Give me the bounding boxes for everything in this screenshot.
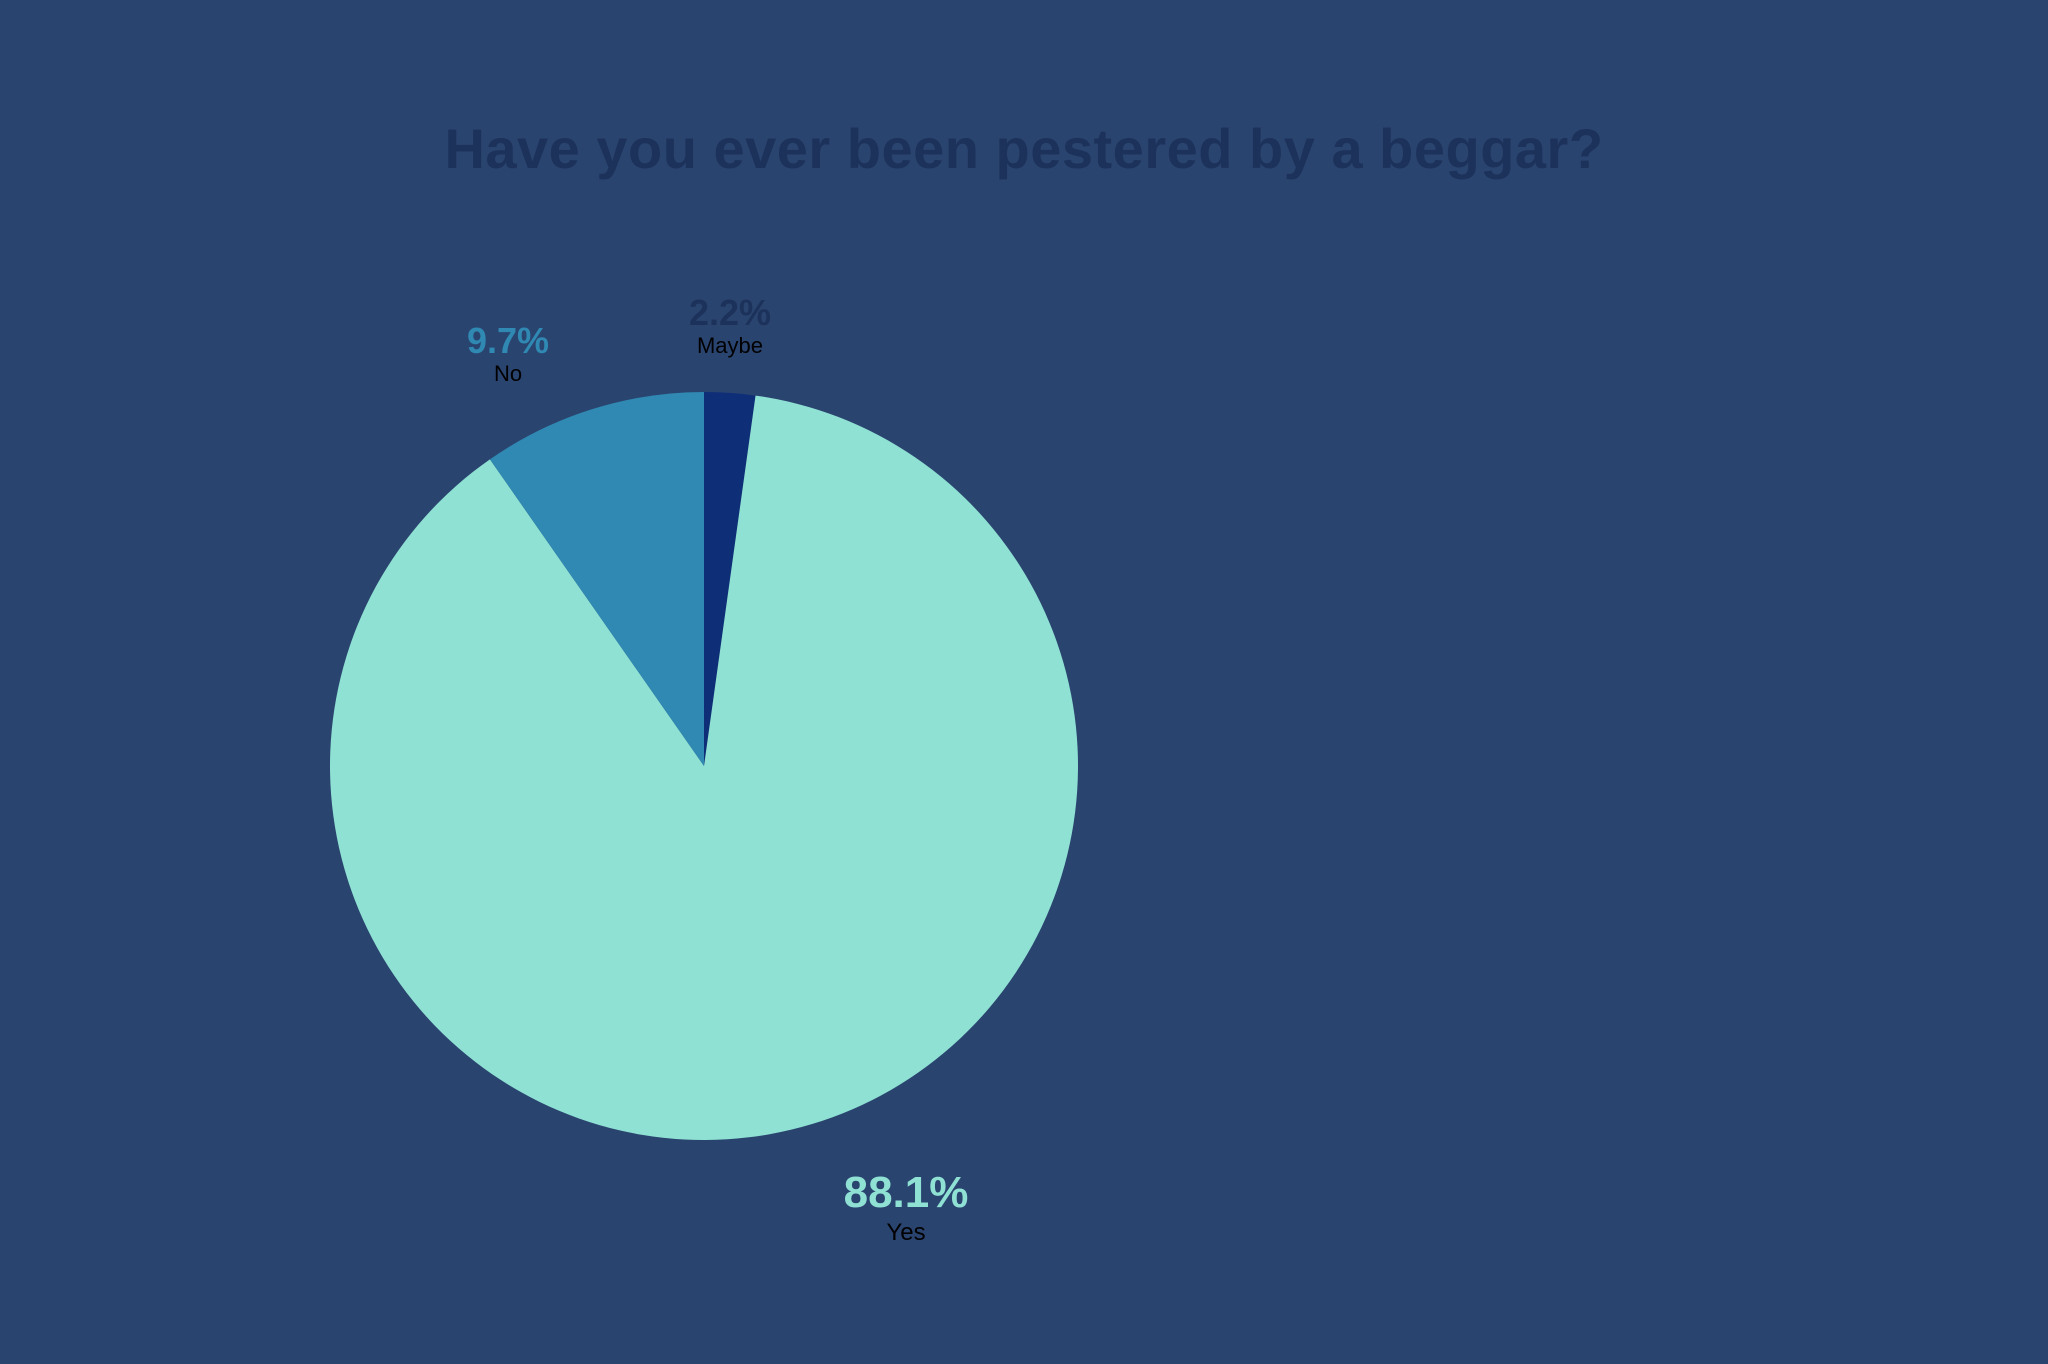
chart-title: Have you ever been pestered by a beggar? [0,116,2048,181]
label-yes: 88.1% Yes [796,1168,1016,1246]
label-yes-cat: Yes [796,1219,1016,1247]
label-no: 9.7% No [418,320,598,387]
label-no-pct: 9.7% [418,320,598,361]
label-maybe-cat: Maybe [640,333,820,358]
chart-canvas: Have you ever been pestered by a beggar?… [0,0,2048,1364]
label-maybe-pct: 2.2% [640,292,820,333]
label-maybe: 2.2% Maybe [640,292,820,359]
label-yes-pct: 88.1% [796,1168,1016,1219]
pie-chart [330,392,1078,1140]
label-no-cat: No [418,361,598,386]
